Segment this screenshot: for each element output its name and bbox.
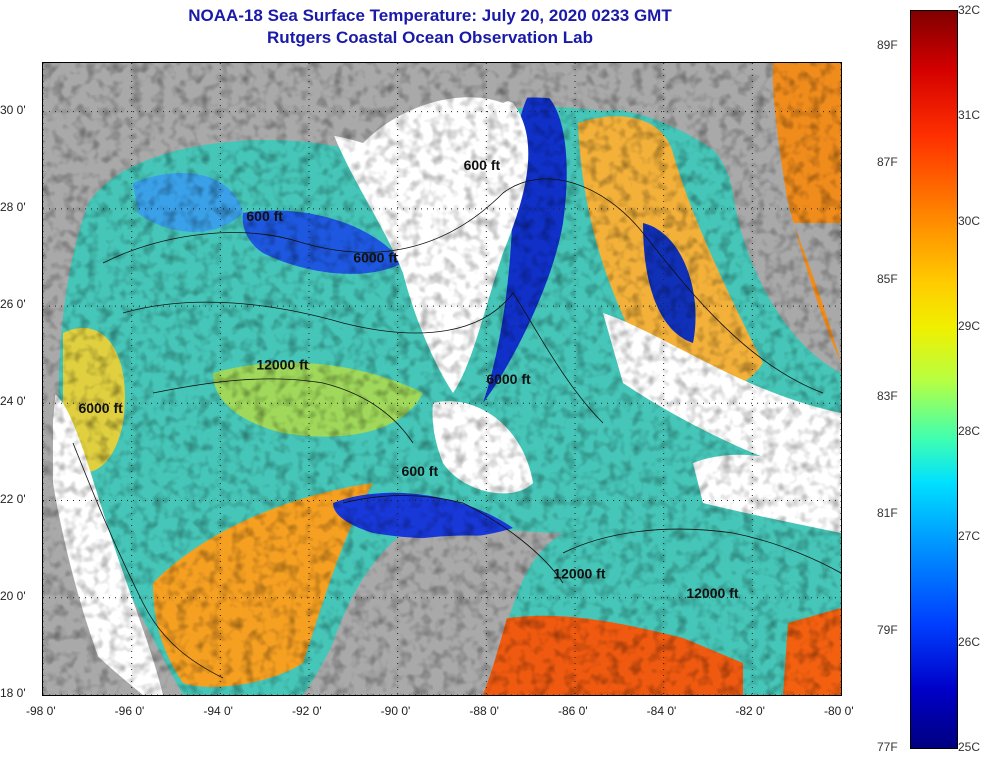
lat-tick-label: 26 0' bbox=[0, 297, 26, 312]
lon-tick-label: -80 0' bbox=[824, 704, 854, 718]
colorbar-fahrenheit-label: 79F bbox=[877, 623, 898, 638]
colorbar-celsius-label: 32C bbox=[958, 3, 981, 17]
contour-12000ft bbox=[152, 378, 414, 444]
colorbar-celsius-label: 25C bbox=[958, 740, 981, 754]
colorbar-celsius-label: 29C bbox=[958, 318, 981, 333]
lon-tick-label: -82 0' bbox=[735, 704, 765, 718]
contour-label-c12000c: 12000 ft bbox=[686, 585, 738, 601]
lat-tick-label: 20 0' bbox=[0, 588, 26, 603]
lat-tick-label: 28 0' bbox=[0, 199, 26, 214]
lon-tick-label: -92 0' bbox=[292, 704, 322, 718]
contour-label-c6000b: 6000 ft bbox=[78, 400, 123, 416]
colorbar-fahrenheit-label: 83F bbox=[877, 389, 898, 404]
sst-texture bbox=[43, 63, 841, 695]
bathymetry-contours bbox=[72, 178, 841, 679]
map-subtitle: Rutgers Coastal Ocean Observation Lab bbox=[267, 28, 593, 47]
contour-label-c12000b: 12000 ft bbox=[553, 565, 605, 581]
colorbar-celsius-label: 28C bbox=[958, 424, 981, 439]
lon-tick-label: -96 0' bbox=[114, 704, 145, 718]
colorbar-fahrenheit-label: 85F bbox=[877, 272, 898, 287]
contour-west-shelf bbox=[72, 442, 224, 679]
contour-label-c600a: 600 ft bbox=[246, 208, 283, 224]
contour-label-c12000a: 12000 ft bbox=[256, 356, 308, 372]
colorbar-celsius-label: 26C bbox=[958, 634, 981, 649]
colorbar-fahrenheit-label: 81F bbox=[877, 506, 898, 521]
temperature-colorbar bbox=[910, 10, 958, 749]
contour-label-c6000c: 6000 ft bbox=[486, 371, 531, 387]
colorbar-celsius-label: 31C bbox=[958, 108, 981, 123]
contour-label-c600c: 600 ft bbox=[402, 463, 439, 479]
sst-map: 600 ft 600 ft 6000 ft 12000 ft 6000 ft 6000 f… bbox=[42, 62, 842, 696]
lon-tick-label: -98 0' bbox=[26, 704, 56, 718]
colorbar-fahrenheit-label: 89F bbox=[877, 38, 898, 53]
sst-map-svg: 600 ft 600 ft 6000 ft 12000 ft 6000 ft 6000 f… bbox=[43, 63, 841, 695]
colorbar-fahrenheit-label: 77F bbox=[877, 740, 898, 754]
colorbar-celsius-label: 30C bbox=[958, 213, 981, 228]
colorbar-fahrenheit-label: 87F bbox=[877, 155, 898, 170]
lon-tick-label: -84 0' bbox=[646, 704, 677, 718]
lon-tick-label: -86 0' bbox=[558, 704, 588, 718]
lat-tick-label: 30 0' bbox=[0, 102, 26, 117]
lon-tick-label: -94 0' bbox=[203, 704, 233, 718]
lat-tick-label: 22 0' bbox=[0, 491, 26, 506]
lat-tick-label: 24 0' bbox=[0, 394, 26, 409]
lon-tick-label: -90 0' bbox=[380, 704, 411, 718]
contour-6000ft bbox=[122, 292, 604, 424]
lon-tick-label: -88 0' bbox=[469, 704, 499, 718]
contour-label-c600b: 600 ft bbox=[464, 157, 501, 173]
contour-600ft bbox=[102, 178, 824, 394]
contour-campeche bbox=[342, 495, 564, 584]
lat-lon-grid bbox=[43, 63, 841, 695]
colorbar-celsius-label: 27C bbox=[958, 529, 981, 544]
contour-cayman bbox=[562, 528, 841, 574]
contour-label-c6000a: 6000 ft bbox=[353, 249, 398, 265]
map-title: NOAA-18 Sea Surface Temperature: July 20… bbox=[188, 6, 672, 25]
lat-tick-label: 18 0' bbox=[0, 686, 26, 700]
contour-labels: 600 ft 600 ft 6000 ft 12000 ft 6000 ft 6000 f… bbox=[78, 157, 738, 601]
